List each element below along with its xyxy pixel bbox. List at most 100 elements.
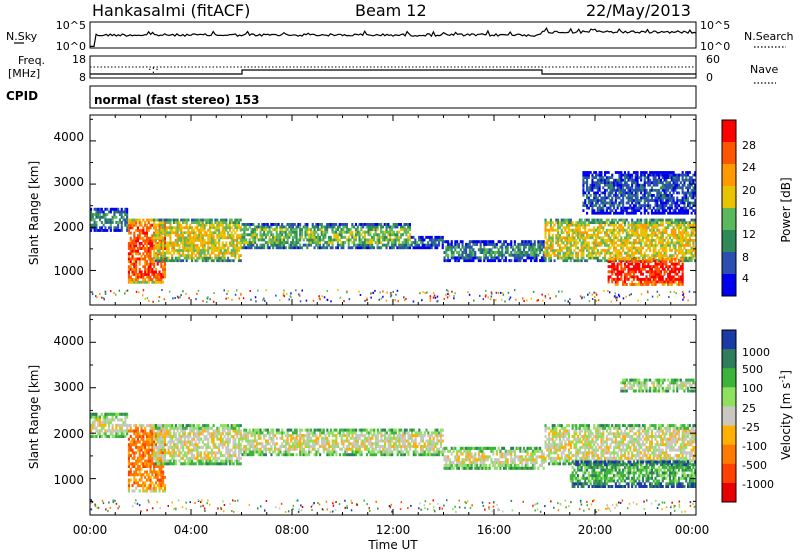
power-cbar-tick-6: 28 bbox=[742, 139, 756, 152]
vel-heat-band-3 bbox=[242, 429, 444, 457]
power-heat-band-5 bbox=[444, 240, 545, 262]
vel-heat-band-7 bbox=[620, 379, 696, 393]
power-cbar-swatch-0 bbox=[722, 120, 736, 142]
vel-cbar-swatch-8 bbox=[722, 483, 736, 503]
power-heat-band-6 bbox=[545, 219, 697, 262]
velocity-colorbar bbox=[722, 330, 736, 502]
freq-unit-label: [MHz] bbox=[8, 67, 40, 80]
vel-cbar-tick-7: -1000 bbox=[742, 478, 774, 491]
power-ylabel: Slant Range [km] bbox=[27, 161, 41, 265]
power-cbar-tick-4: 20 bbox=[742, 184, 756, 197]
power-cbar-tick-3: 16 bbox=[742, 206, 756, 219]
nsearch-label: N.Search bbox=[744, 30, 794, 43]
power-heat-band-0 bbox=[90, 208, 128, 232]
xtick-5: 20:00 bbox=[578, 523, 613, 537]
power-cbar-tick-1: 8 bbox=[742, 251, 749, 264]
vel-ylabel: Slant Range [km] bbox=[27, 365, 41, 469]
velocity-colorbar-ticks: 1000 500 100 25 -25 -100 -500 -1000 Velo… bbox=[742, 346, 793, 491]
beam-title: Beam 12 bbox=[355, 1, 427, 20]
vel-cbar-tick-5: -100 bbox=[742, 440, 767, 453]
power-colorbar bbox=[722, 120, 736, 296]
velocity-heatmap bbox=[90, 379, 696, 513]
vel-cbar-label: Velocity [m s-1] bbox=[778, 370, 793, 460]
nave-tick-top: 60 bbox=[706, 53, 720, 66]
vel-cbar-tick-6: -500 bbox=[742, 459, 767, 472]
power-ytick-1000: 1000 bbox=[53, 264, 84, 278]
x-axis: 00:00 04:00 08:00 12:00 16:00 20:00 00:0… bbox=[73, 523, 710, 552]
date-title: 22/May/2013 bbox=[586, 1, 691, 20]
power-cbar-tick-5: 24 bbox=[742, 161, 756, 174]
power-heat-band-3 bbox=[242, 223, 412, 249]
vel-cbar-tick-3: 25 bbox=[742, 402, 756, 415]
nave-tick-bottom: 0 bbox=[706, 71, 713, 84]
vel-ytick-1000: 1000 bbox=[53, 473, 84, 487]
vel-heat-band-5 bbox=[545, 424, 697, 465]
nsky-trace bbox=[90, 28, 696, 46]
power-cbar-swatch-4 bbox=[722, 208, 736, 230]
nsearch-tick-bottom: 10^0 bbox=[700, 40, 730, 53]
freq-tick-top: 18 bbox=[72, 53, 86, 66]
xlabel: Time UT bbox=[367, 538, 418, 552]
vel-cbar-tick-4: -25 bbox=[742, 421, 760, 434]
velocity-panel bbox=[90, 315, 696, 515]
station-title: Hankasalmi (fitACF) bbox=[92, 1, 250, 20]
vel-cbar-tick-1: 500 bbox=[742, 363, 763, 376]
cpid-text: normal (fast stereo) 153 bbox=[94, 93, 260, 107]
velocity-y-axis: 1000 2000 3000 4000 Slant Range [km] bbox=[27, 334, 84, 487]
power-cbar-swatch-1 bbox=[722, 142, 736, 164]
svg-text:·:·: ·:· bbox=[148, 63, 159, 76]
vel-heat-band-0 bbox=[90, 413, 128, 438]
xtick-3: 12:00 bbox=[376, 523, 411, 537]
power-cbar-swatch-2 bbox=[722, 164, 736, 186]
nsky-tick-top: 10^5 bbox=[56, 19, 86, 32]
xtick-1: 04:00 bbox=[174, 523, 209, 537]
vel-ytick-4000: 4000 bbox=[53, 334, 84, 348]
power-ytick-2000: 2000 bbox=[53, 220, 84, 234]
vel-cbar-tick-2: 100 bbox=[742, 382, 763, 395]
vel-heat-band-4 bbox=[444, 447, 545, 470]
nsearch-tick-top: 10^5 bbox=[700, 19, 730, 32]
vel-ytick-3000: 3000 bbox=[53, 380, 84, 394]
power-colorbar-ticks: 4 8 12 16 20 24 28 Power [dB] bbox=[742, 139, 793, 285]
power-y-axis: 1000 2000 3000 4000 Slant Range [km] bbox=[27, 130, 84, 278]
power-cbar-swatch-7 bbox=[722, 274, 736, 296]
power-heat-band-8 bbox=[582, 171, 696, 215]
xtick-6: 00:00 bbox=[675, 523, 710, 537]
power-ytick-4000: 4000 bbox=[53, 130, 84, 144]
vel-cbar-tick-0: 1000 bbox=[742, 346, 770, 359]
power-heat-band-4 bbox=[411, 236, 444, 249]
xtick-2: 08:00 bbox=[275, 523, 310, 537]
xtick-0: 00:00 bbox=[73, 523, 108, 537]
vel-cbar-swatch-0 bbox=[722, 330, 736, 350]
power-cbar-tick-0: 4 bbox=[742, 272, 749, 285]
power-cbar-swatch-5 bbox=[722, 230, 736, 252]
vel-cbar-swatch-5 bbox=[722, 426, 736, 446]
vel-heat-band-6 bbox=[570, 461, 697, 489]
power-cbar-swatch-3 bbox=[722, 186, 736, 208]
power-ytick-3000: 3000 bbox=[53, 175, 84, 189]
power-cbar-label: Power [dB] bbox=[779, 177, 793, 242]
vel-cbar-swatch-4 bbox=[722, 406, 736, 426]
power-cbar-tick-2: 12 bbox=[742, 228, 756, 241]
power-heatmap bbox=[90, 171, 696, 303]
nave-label: Nave bbox=[750, 63, 778, 76]
nsky-label: N.Sky bbox=[6, 30, 38, 43]
vel-cbar-swatch-1 bbox=[722, 349, 736, 369]
vel-ytick-2000: 2000 bbox=[53, 427, 84, 441]
nsky-tick-bottom: 10^0 bbox=[56, 40, 86, 53]
power-heat-band-2 bbox=[153, 219, 242, 262]
xtick-4: 16:00 bbox=[477, 523, 512, 537]
freq-label: Freq. bbox=[18, 54, 45, 67]
cpid-label: CPID bbox=[6, 89, 38, 103]
nsky-panel bbox=[90, 22, 696, 48]
vel-cbar-swatch-7 bbox=[722, 464, 736, 484]
vel-cbar-swatch-6 bbox=[722, 445, 736, 465]
vel-cbar-swatch-2 bbox=[722, 368, 736, 388]
freq-tick-bottom: 8 bbox=[79, 71, 86, 84]
power-cbar-swatch-6 bbox=[722, 252, 736, 274]
vel-heat-band-2 bbox=[153, 424, 242, 465]
vel-cbar-swatch-3 bbox=[722, 387, 736, 407]
power-panel bbox=[90, 115, 696, 305]
